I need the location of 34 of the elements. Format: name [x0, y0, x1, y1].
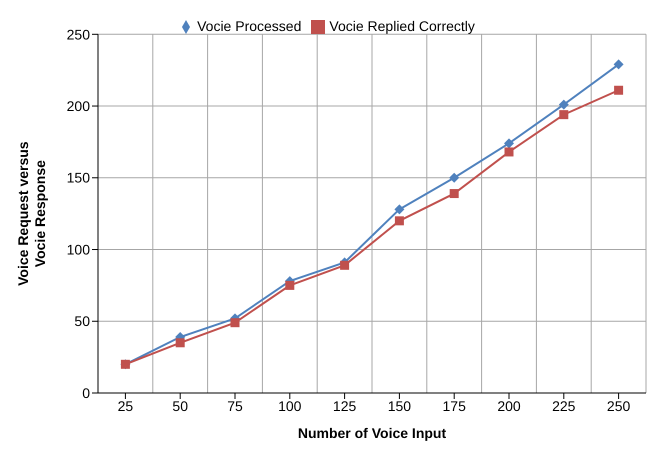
point — [450, 189, 459, 198]
point — [394, 216, 404, 226]
y-tick-label: 200 — [66, 98, 90, 114]
point — [285, 280, 294, 290]
x-axis-title: Number of Voice Input — [298, 425, 446, 441]
x-tick-label: 200 — [497, 398, 521, 414]
point — [614, 59, 624, 70]
y-tick-label: 150 — [66, 170, 90, 186]
x-tick-label: 100 — [278, 398, 302, 414]
legend-label: Vocie Processed — [197, 18, 302, 34]
point — [504, 138, 514, 148]
y-tick-label: 50 — [74, 313, 90, 330]
y-tick-label: 0 — [82, 384, 90, 401]
point — [614, 86, 624, 95]
x-tick-label: 250 — [606, 398, 630, 414]
x-tick-label: 50 — [172, 398, 188, 414]
x-tick-label: 25 — [118, 398, 134, 414]
x-tick-label: 125 — [332, 398, 356, 414]
point — [340, 260, 350, 270]
point — [230, 318, 240, 328]
y-axis-title: Voice Request versus Vocie Response — [15, 141, 48, 286]
point — [559, 110, 568, 120]
point — [504, 147, 514, 156]
legend-label: Vocie Replied Correctly — [329, 18, 475, 34]
x-tick-label: 175 — [442, 398, 466, 414]
point — [449, 172, 460, 183]
point — [176, 338, 185, 348]
point — [558, 100, 569, 110]
point — [394, 204, 404, 214]
x-tick-label: 75 — [227, 398, 243, 414]
x-tick-label: 150 — [388, 398, 412, 414]
y-tick-label: 250 — [66, 26, 90, 42]
y-tick-label: 100 — [66, 241, 90, 258]
x-tick-label: 225 — [552, 398, 576, 414]
